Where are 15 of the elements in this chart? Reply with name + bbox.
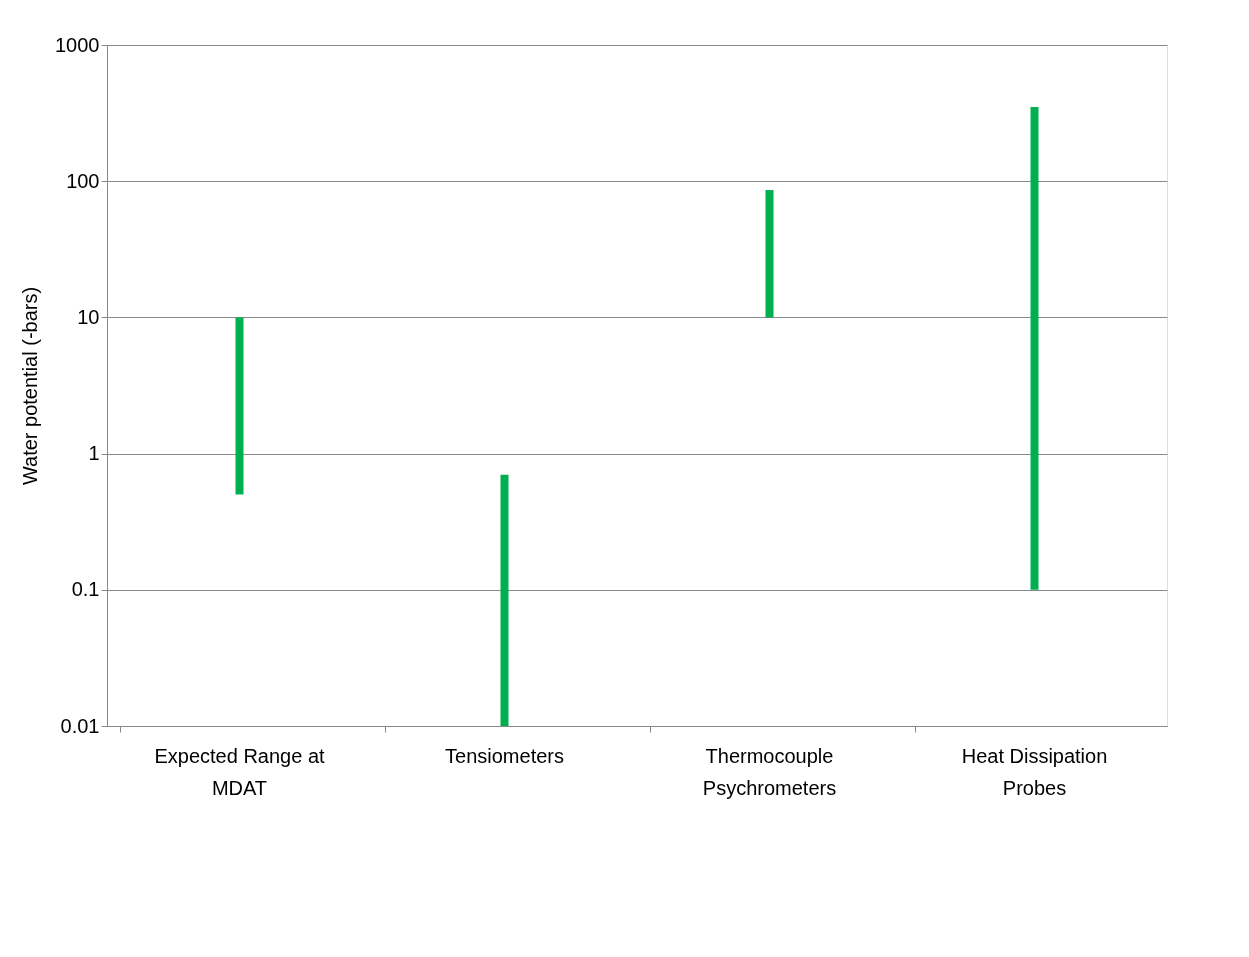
y-tick-label: 10 (77, 305, 100, 328)
x-tick-label: Heat Dissipation Probes (961, 744, 1108, 799)
bar (1030, 107, 1039, 590)
x-tick-label: Thermocouple Psychrometers (702, 744, 837, 799)
y-tick-label: 100 (66, 169, 100, 192)
y-axis-title: Water potential (-bars) (19, 286, 42, 486)
x-tick-label: Tensiometers (445, 744, 564, 767)
bar (500, 474, 509, 726)
y-tick-label: 0.01 (60, 714, 100, 737)
x-tick-label: Expected Range at MDAT (154, 744, 325, 799)
bar (765, 190, 774, 318)
y-tick-label: 0.1 (71, 578, 100, 601)
y-tick-label: 1 (88, 442, 100, 465)
y-tick-label: 1000 (55, 33, 100, 56)
bar (235, 317, 244, 495)
